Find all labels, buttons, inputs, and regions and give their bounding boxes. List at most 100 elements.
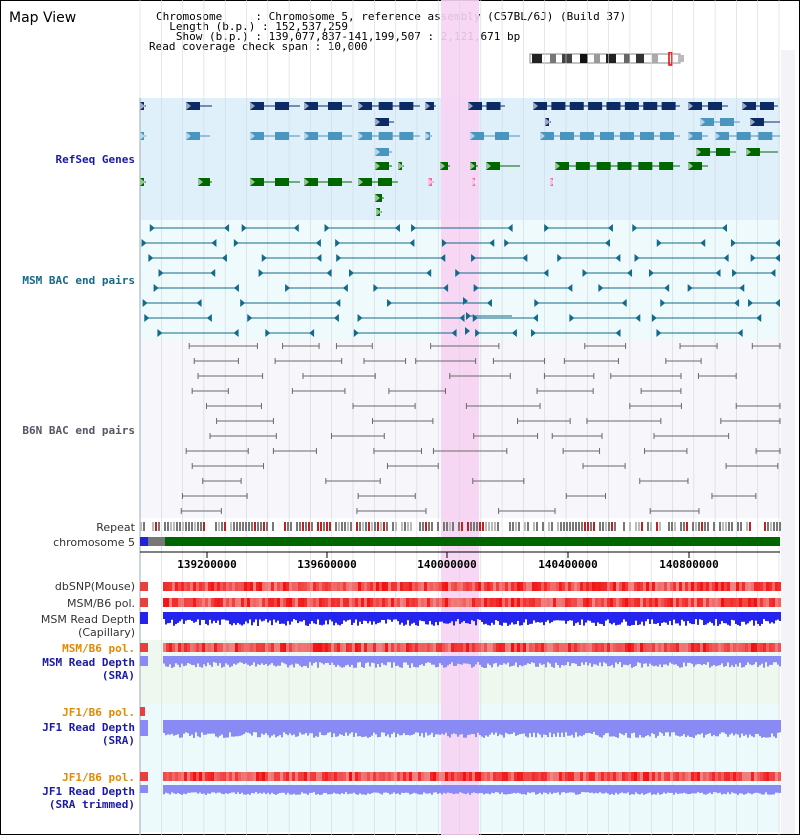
heat-cell — [598, 598, 601, 607]
depth-bar — [217, 656, 219, 666]
heat-cell — [292, 598, 295, 607]
depth-bar — [447, 612, 449, 624]
heat-cell — [634, 582, 637, 591]
heat-cell — [478, 772, 481, 781]
depth-bar — [487, 785, 489, 794]
heat-cell — [292, 582, 295, 591]
depth-bar — [451, 656, 453, 663]
refseq-track — [140, 102, 780, 216]
heat-cell — [616, 598, 619, 607]
bac-end-right — [258, 269, 264, 277]
heat-cell — [295, 598, 298, 607]
depth-bar — [331, 656, 333, 663]
heat-cell — [496, 582, 499, 591]
repeat-mark — [266, 522, 268, 531]
bac-end-left — [511, 329, 517, 337]
gene-exon — [470, 132, 484, 140]
depth-bar — [635, 656, 637, 666]
depth-bar — [547, 612, 549, 621]
heat-cell — [331, 772, 334, 781]
depth-bar — [555, 612, 557, 621]
msm-bac-label[interactable]: MSM BAC end pairs — [22, 274, 135, 287]
depth-bar — [443, 785, 445, 793]
heat-cell — [445, 772, 448, 781]
depth-bar — [613, 720, 615, 737]
heat-cell — [229, 582, 232, 591]
heat-cell — [328, 772, 331, 781]
bac-end-left — [316, 254, 322, 262]
msm-read-depth-sra-sub: (SRA) — [101, 669, 135, 682]
heat-cell — [586, 772, 589, 781]
repeat-mark — [158, 522, 160, 531]
depth-bar — [189, 656, 191, 664]
depth-bar — [737, 612, 739, 625]
depth-bar — [363, 656, 365, 668]
depth-bar — [559, 656, 561, 668]
depth-bar — [461, 785, 463, 793]
heat-cell — [232, 643, 235, 652]
gene-exon — [624, 102, 639, 110]
heat-cell — [226, 598, 229, 607]
depth-bar — [467, 656, 469, 664]
depth-bar — [365, 656, 367, 664]
depth-bar — [647, 656, 649, 667]
heat-cell — [418, 643, 421, 652]
repeat-mark — [575, 522, 577, 531]
right-gutter — [781, 50, 795, 834]
depth-bar — [591, 656, 593, 667]
depth-bar — [691, 785, 693, 794]
repeat-mark — [443, 522, 445, 531]
heat-cell — [439, 643, 442, 652]
depth-bar — [333, 720, 335, 734]
depth-bar — [307, 785, 309, 795]
depth-bar — [441, 612, 443, 622]
heat-cell — [220, 643, 223, 652]
depth-bar — [553, 720, 555, 734]
depth-bar — [377, 720, 379, 738]
repeat-mark — [728, 522, 730, 531]
heat-cell — [682, 582, 685, 591]
depth-bar — [473, 612, 475, 622]
depth-bar — [295, 720, 297, 737]
depth-bar — [237, 656, 239, 664]
repeat-mark — [590, 522, 592, 531]
bac-end-left — [315, 239, 321, 247]
heat-cell — [322, 598, 325, 607]
gene-strand-arrow — [140, 132, 145, 140]
depth-bar — [665, 785, 667, 794]
depth-bar — [693, 612, 695, 625]
depth-bar — [355, 656, 357, 668]
depth-bar — [737, 720, 739, 735]
depth-bar — [273, 656, 275, 666]
depth-bar — [441, 785, 443, 795]
depth-bar — [411, 720, 413, 736]
depth-bar — [261, 720, 263, 734]
depth-bar — [747, 720, 749, 738]
depth-bar — [675, 656, 677, 665]
depth-bar — [481, 720, 483, 737]
chromosome-ideogram[interactable] — [528, 52, 688, 66]
depth-bar — [425, 612, 427, 625]
repeat-mark — [686, 522, 688, 531]
heat-cell — [490, 582, 493, 591]
depth-bar — [537, 612, 539, 623]
depth-bar — [213, 785, 215, 793]
heat-cell — [358, 643, 361, 652]
depth-bar — [251, 612, 253, 626]
b6n-bac-label[interactable]: B6N BAC end pairs — [22, 424, 135, 437]
depth-bar — [409, 720, 411, 736]
gene-strand-arrow — [398, 162, 403, 170]
bac-end-right — [149, 224, 155, 232]
bac-end-right — [455, 269, 461, 277]
repeat-mark — [308, 522, 310, 531]
depth-bar — [375, 656, 377, 668]
gene-exon — [275, 132, 289, 140]
gene-exon — [617, 162, 632, 170]
depth-bar — [251, 785, 253, 793]
refseq-genes-label[interactable]: RefSeq Genes — [55, 153, 135, 166]
gene-strand-arrow — [358, 132, 363, 140]
heat-cell — [184, 598, 187, 607]
heat-cell — [643, 772, 646, 781]
depth-bar — [331, 785, 333, 794]
